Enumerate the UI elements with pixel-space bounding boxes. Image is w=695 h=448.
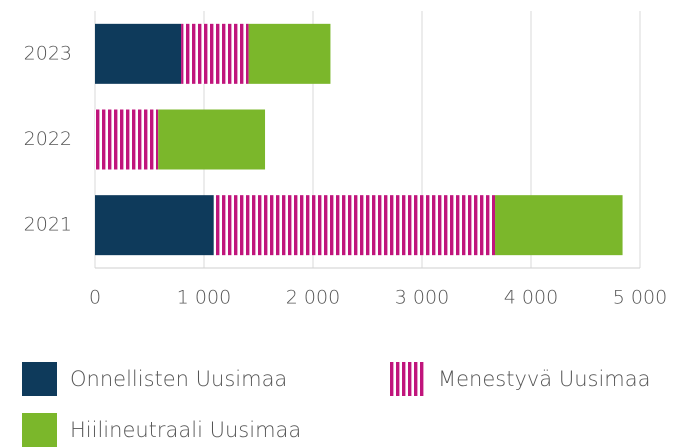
legend-swatch: [390, 362, 425, 396]
x-tick-label: 3 000: [395, 287, 449, 309]
legend-label: Hiilineutraali Uusimaa: [70, 418, 301, 442]
x-tick-label: 5 000: [613, 287, 667, 309]
legend-label: Menestyvä Uusimaa: [438, 367, 651, 391]
x-tick-label: 0: [89, 287, 101, 309]
x-tick-label: 4 000: [504, 287, 558, 309]
bar-segment: [181, 23, 249, 84]
bar-segment: [213, 195, 496, 256]
y-tick-label: 2022: [24, 128, 72, 150]
bar-segment: [95, 109, 159, 170]
bar-segment: [95, 23, 182, 84]
x-tick-label: 1 000: [177, 287, 231, 309]
bar-segment: [158, 109, 266, 170]
legend-swatch: [22, 362, 57, 396]
legend-label: Onnellisten Uusimaa: [70, 367, 287, 391]
y-tick-label: 2023: [24, 42, 72, 64]
y-tick-label: 2021: [24, 214, 72, 236]
bar-segment: [95, 195, 214, 256]
bar-segment: [248, 23, 331, 84]
legend-swatch: [22, 413, 57, 447]
x-tick-label: 2 000: [286, 287, 340, 309]
bar-segment: [495, 195, 623, 256]
